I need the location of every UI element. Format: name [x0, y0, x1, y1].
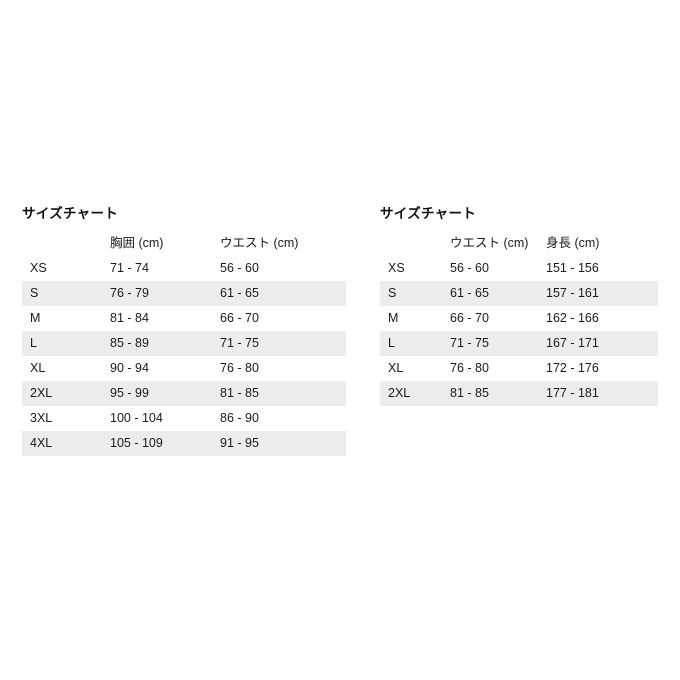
size-table-left-head: 胸囲 (cm) ウエスト (cm) [22, 231, 346, 256]
cell-size: M [30, 311, 41, 325]
size-table-right-head: ウエスト (cm) 身長 (cm) [380, 231, 658, 256]
column-header-chest: 胸囲 (cm) [110, 236, 164, 250]
cell-waist: 71 - 75 [450, 336, 489, 350]
cell-chest: 85 - 89 [110, 336, 149, 350]
cell-size: XL [388, 361, 404, 375]
cell-size: 2XL [30, 386, 53, 400]
cell-size: L [30, 336, 37, 350]
table-header-row: ウエスト (cm) 身長 (cm) [380, 231, 658, 256]
table-row: M 66 - 70 162 - 166 [380, 306, 658, 331]
cell-waist: 81 - 85 [450, 386, 489, 400]
cell-chest: 71 - 74 [110, 261, 149, 275]
cell-size: M [388, 311, 399, 325]
table-row: M 81 - 84 66 - 70 [22, 306, 346, 331]
cell-chest: 95 - 99 [110, 386, 149, 400]
cell-chest: 76 - 79 [110, 286, 149, 300]
cell-waist: 61 - 65 [220, 286, 259, 300]
cell-height: 151 - 156 [546, 261, 599, 275]
cell-waist: 76 - 80 [450, 361, 489, 375]
cell-waist: 66 - 70 [450, 311, 489, 325]
column-header-waist: ウエスト (cm) [450, 236, 529, 250]
table-row: 3XL 100 - 104 86 - 90 [22, 406, 346, 431]
cell-size: S [30, 286, 39, 300]
table-row: 4XL 105 - 109 91 - 95 [22, 431, 346, 456]
cell-chest: 81 - 84 [110, 311, 149, 325]
table-row: S 76 - 79 61 - 65 [22, 281, 346, 306]
column-header-size [380, 231, 450, 256]
cell-size: 4XL [30, 436, 53, 450]
cell-waist: 56 - 60 [220, 261, 259, 275]
table-row: XL 76 - 80 172 - 176 [380, 356, 658, 381]
table-row: 2XL 95 - 99 81 - 85 [22, 381, 346, 406]
size-chart-right: サイズチャート ウエスト (cm) 身長 (cm) XS 56 - 60 151… [380, 206, 658, 406]
table-header-row: 胸囲 (cm) ウエスト (cm) [22, 231, 346, 256]
table-row: XS 71 - 74 56 - 60 [22, 256, 346, 281]
column-header-waist: ウエスト (cm) [220, 236, 299, 250]
size-chart-right-title: サイズチャート [380, 206, 477, 221]
cell-height: 172 - 176 [546, 361, 599, 375]
cell-chest: 100 - 104 [110, 411, 163, 425]
cell-waist: 81 - 85 [220, 386, 259, 400]
table-row: XS 56 - 60 151 - 156 [380, 256, 658, 281]
table-row: L 85 - 89 71 - 75 [22, 331, 346, 356]
size-table-left: 胸囲 (cm) ウエスト (cm) XS 71 - 74 56 - 60 S 7… [22, 231, 346, 456]
cell-waist: 91 - 95 [220, 436, 259, 450]
cell-height: 157 - 161 [546, 286, 599, 300]
cell-size: XS [30, 261, 47, 275]
column-header-size [22, 231, 110, 256]
table-row: S 61 - 65 157 - 161 [380, 281, 658, 306]
cell-waist: 86 - 90 [220, 411, 259, 425]
size-table-left-body: XS 71 - 74 56 - 60 S 76 - 79 61 - 65 M 8… [22, 256, 346, 456]
column-header-height: 身長 (cm) [546, 236, 600, 250]
size-table-right-body: XS 56 - 60 151 - 156 S 61 - 65 157 - 161… [380, 256, 658, 406]
cell-chest: 105 - 109 [110, 436, 163, 450]
cell-waist: 66 - 70 [220, 311, 259, 325]
cell-size: XL [30, 361, 46, 375]
table-row: L 71 - 75 167 - 171 [380, 331, 658, 356]
cell-chest: 90 - 94 [110, 361, 149, 375]
cell-waist: 71 - 75 [220, 336, 259, 350]
cell-size: 3XL [30, 411, 53, 425]
cell-height: 167 - 171 [546, 336, 599, 350]
cell-size: L [388, 336, 395, 350]
size-chart-left: サイズチャート 胸囲 (cm) ウエスト (cm) XS 71 - 74 56 … [22, 206, 346, 456]
size-chart-left-title: サイズチャート [22, 206, 119, 221]
cell-waist: 76 - 80 [220, 361, 259, 375]
table-row: XL 90 - 94 76 - 80 [22, 356, 346, 381]
cell-size: XS [388, 261, 405, 275]
cell-height: 177 - 181 [546, 386, 599, 400]
cell-size: 2XL [388, 386, 411, 400]
cell-height: 162 - 166 [546, 311, 599, 325]
cell-waist: 56 - 60 [450, 261, 489, 275]
table-row: 2XL 81 - 85 177 - 181 [380, 381, 658, 406]
cell-size: S [388, 286, 397, 300]
cell-waist: 61 - 65 [450, 286, 489, 300]
size-table-right: ウエスト (cm) 身長 (cm) XS 56 - 60 151 - 156 S… [380, 231, 658, 406]
